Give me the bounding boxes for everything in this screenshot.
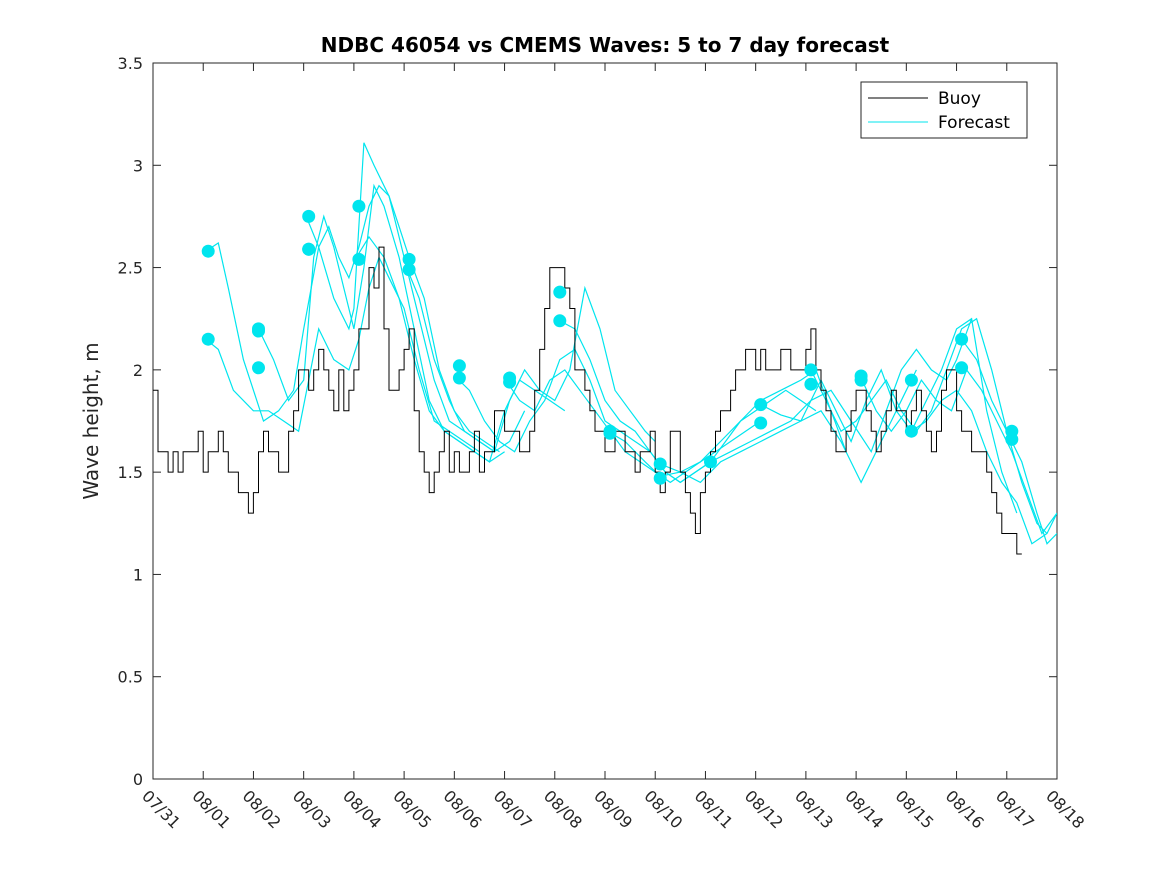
y-tick-label: 0 (133, 770, 143, 789)
forecast-marker (904, 424, 918, 438)
legend-box (860, 81, 1028, 139)
forecast-marker (352, 252, 366, 266)
forecast-marker (402, 252, 416, 266)
y-tick-label: 1 (133, 565, 143, 584)
forecast-marker (704, 455, 717, 469)
buoy-series-line (153, 246, 1022, 555)
y-tick-label: 3 (133, 156, 143, 175)
forecast-marker (653, 471, 667, 485)
forecast-marker (252, 324, 265, 338)
legend-forecast-label: Forecast (938, 113, 1010, 133)
forecast-marker (503, 375, 517, 389)
forecast-marker (302, 242, 316, 256)
forecast-series-line (506, 369, 762, 484)
y-tick-label: 2 (133, 361, 143, 380)
forecast-marker (302, 209, 316, 223)
forecast-marker (804, 363, 818, 377)
forecast-marker (402, 263, 416, 277)
forecast-marker (754, 398, 768, 412)
legend-buoy-label: Buoy (938, 89, 981, 109)
forecast-series-line (559, 320, 817, 484)
forecast-marker (603, 426, 617, 440)
forecast-marker (804, 377, 818, 391)
forecast-marker (1005, 432, 1019, 446)
forecast-marker (452, 359, 466, 373)
y-tick-label: 1.5 (118, 463, 143, 482)
forecast-marker (955, 361, 969, 375)
forecast-marker (854, 373, 868, 387)
forecast-marker (955, 332, 969, 346)
chart-title: NDBC 46054 vs CMEMS Waves: 5 to 7 day fo… (321, 33, 890, 57)
forecast-series-line (406, 267, 656, 453)
forecast-marker (553, 285, 567, 299)
forecast-marker (904, 373, 918, 387)
forecast-markers (201, 199, 1019, 485)
y-axis-label: Wave height, m (79, 342, 103, 499)
forecast-series-line (355, 235, 566, 463)
y-axis-ticks: 0 0.5 1 1.5 2 2.5 3 3.5 (118, 54, 1057, 789)
legend: Buoy Forecast (860, 81, 1028, 139)
series-layer (153, 142, 1057, 555)
forecast-series-line (860, 368, 1057, 535)
forecast-series-line (205, 255, 480, 453)
forecast-marker (754, 416, 768, 430)
forecast-marker (452, 371, 466, 385)
forecast-marker (352, 199, 366, 213)
y-tick-label: 0.5 (118, 668, 143, 687)
forecast-marker (201, 332, 215, 346)
forecast-marker (252, 361, 265, 375)
y-tick-label: 3.5 (118, 54, 143, 73)
forecast-marker (653, 457, 667, 471)
forecast-series-line (961, 338, 1057, 545)
y-tick-label: 2.5 (118, 259, 143, 278)
forecast-marker (553, 314, 567, 328)
forecast-marker (201, 244, 215, 258)
